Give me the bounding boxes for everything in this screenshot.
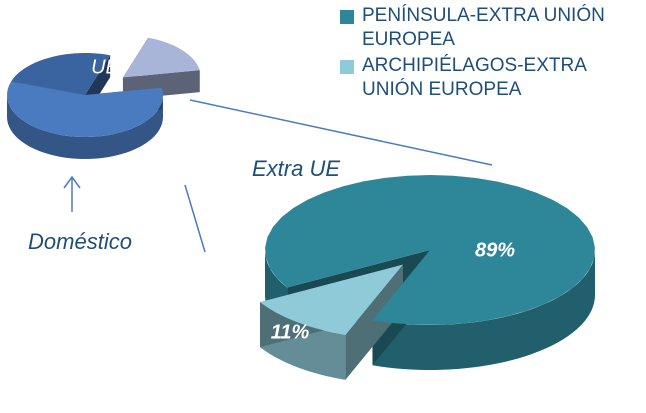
arrow-head bbox=[63, 175, 81, 189]
legend-swatch bbox=[340, 10, 354, 24]
slice-side bbox=[7, 95, 163, 159]
legend-swatch bbox=[340, 60, 354, 74]
slice bbox=[122, 37, 200, 78]
slice-side bbox=[372, 250, 595, 370]
slice-label: 17% bbox=[193, 116, 231, 137]
slice-label: 89% bbox=[475, 239, 515, 261]
legend-item: PENÍNSULA-EXTRA UNIÓN EUROPEA bbox=[340, 4, 640, 52]
legend-label: PENÍNSULA-EXTRA UNIÓN EUROPEA bbox=[362, 5, 605, 50]
annotation: Doméstico bbox=[28, 229, 132, 254]
connector bbox=[184, 184, 206, 253]
legend: PENÍNSULA-EXTRA UNIÓN EUROPEA ARCHIPIÉLAG… bbox=[340, 4, 640, 104]
small-pie bbox=[7, 37, 200, 159]
legend-item: ARCHIPIÉLAGOS-EXTRA UNIÓN EUROPEA bbox=[340, 54, 640, 102]
large-pie bbox=[259, 175, 595, 380]
annotation: Extra UE bbox=[252, 156, 340, 181]
slice bbox=[259, 264, 403, 335]
slice-label: 11% bbox=[271, 321, 310, 343]
connector bbox=[189, 99, 493, 166]
slice bbox=[11, 53, 111, 95]
slice bbox=[7, 81, 163, 137]
legend-label: ARCHIPIÉLAGOS-EXTRA UNIÓN EUROPEA bbox=[362, 55, 586, 100]
slice-label: UE bbox=[91, 56, 119, 78]
slice bbox=[265, 175, 595, 325]
